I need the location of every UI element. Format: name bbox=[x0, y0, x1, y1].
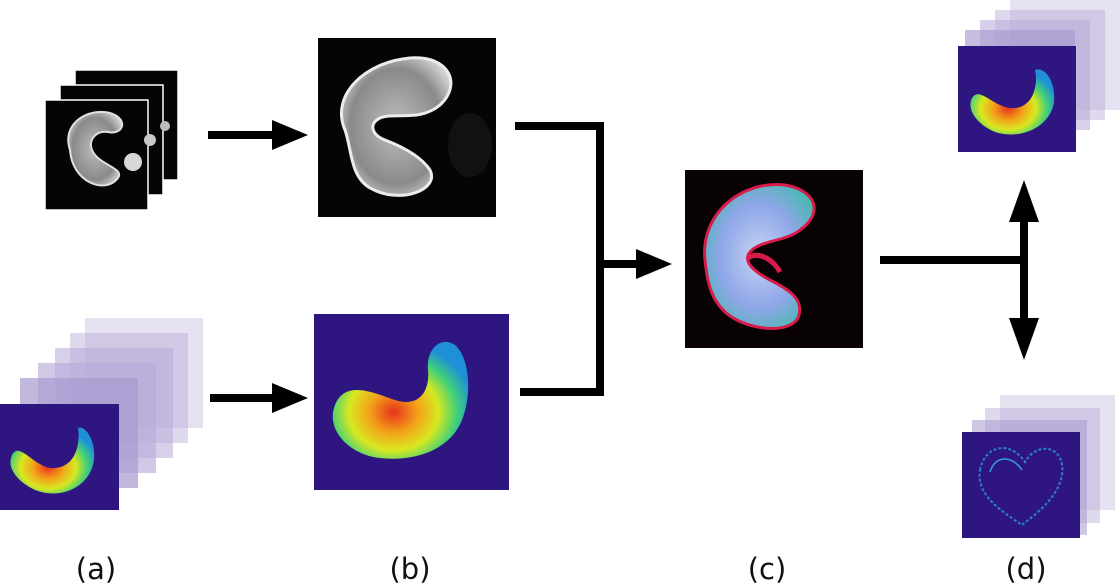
mri-slice bbox=[318, 38, 496, 217]
arrow-top-a-to-b bbox=[208, 120, 308, 150]
merge-arrow-b-to-c bbox=[515, 122, 672, 396]
fused-overlay-image bbox=[685, 170, 863, 348]
label-c: (c) bbox=[747, 552, 787, 586]
label-a: (a) bbox=[75, 552, 117, 586]
heatmap-slice-stack bbox=[0, 318, 203, 510]
output-heatmap-stack bbox=[958, 0, 1120, 152]
arrow-bottom-a-to-b bbox=[210, 383, 308, 413]
split-arrow-c-to-d bbox=[880, 180, 1039, 360]
label-b: (b) bbox=[389, 552, 431, 586]
heatmap-slice bbox=[314, 314, 509, 490]
output-sparse-heatmap-stack bbox=[962, 395, 1115, 538]
label-d: (d) bbox=[1005, 552, 1047, 586]
mri-slice-stack bbox=[44, 69, 179, 211]
